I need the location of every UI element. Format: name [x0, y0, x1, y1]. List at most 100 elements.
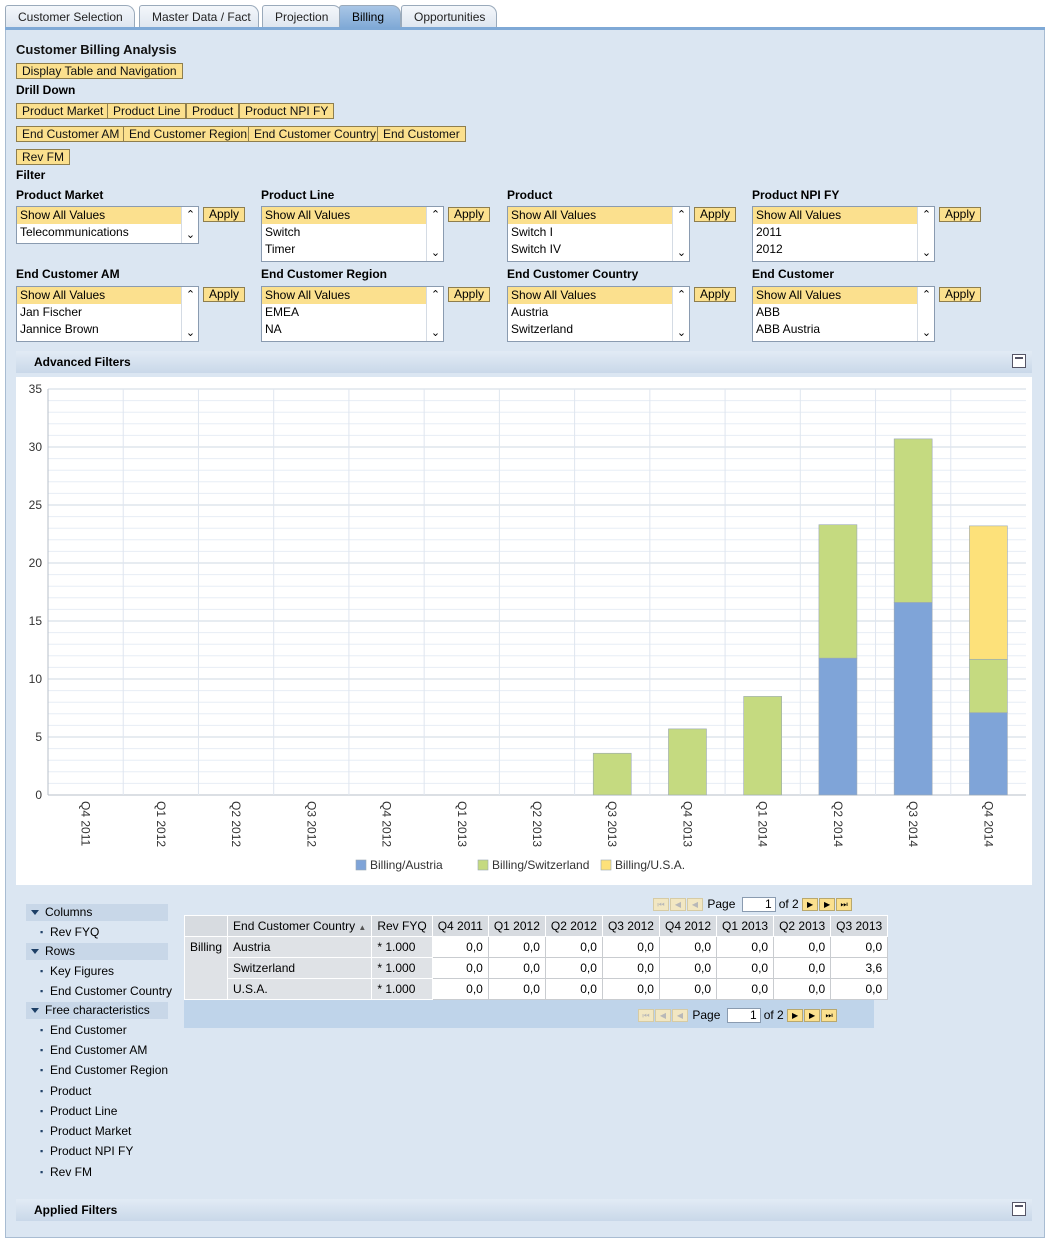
sort-icon[interactable]: ▲ — [358, 923, 367, 932]
chevron-up-icon[interactable]: ⌃ — [921, 289, 932, 301]
nav-item-rev-fm[interactable]: Rev FM — [40, 1164, 92, 1180]
nav-columns-header[interactable]: Columns — [26, 904, 168, 921]
nav-item-product-npi-fy[interactable]: Product NPI FY — [40, 1143, 133, 1159]
triangle-down-icon[interactable] — [31, 910, 39, 915]
nav-item-product-market[interactable]: Product Market — [40, 1123, 131, 1139]
list-option[interactable]: Telecommunications — [20, 225, 129, 239]
list-option[interactable]: Show All Values — [17, 207, 198, 224]
filter-end-customer-country-listbox[interactable]: Show All Values Austria Switzerland ⌃ ⌄ — [507, 286, 690, 342]
nav-item-end-customer-country[interactable]: End Customer Country — [40, 983, 172, 999]
nav-item-end-customer-region[interactable]: End Customer Region — [40, 1062, 168, 1078]
tab-customer-selection[interactable]: Customer Selection — [5, 5, 135, 28]
column-header[interactable]: End Customer Country ▲ — [227, 915, 373, 937]
nav-item-end-customer[interactable]: End Customer — [40, 1022, 127, 1038]
filter-product-npi-fy-listbox[interactable]: Show All Values 2011 2012 ⌃ ⌄ — [752, 206, 935, 262]
scrollbar[interactable]: ⌃ ⌄ — [672, 207, 689, 261]
first-page-icon[interactable]: ⏮ — [653, 898, 669, 912]
chevron-down-icon[interactable]: ⌄ — [185, 229, 196, 241]
maximize-icon[interactable] — [1012, 1202, 1026, 1216]
apply-button[interactable]: Apply — [203, 207, 246, 222]
chevron-down-icon[interactable]: ⌄ — [185, 327, 196, 339]
tab-billing[interactable]: Billing — [339, 5, 401, 28]
list-option[interactable]: EMEA — [265, 305, 300, 319]
last-page-icon[interactable]: ⏭ — [836, 898, 853, 912]
scrollbar[interactable]: ⌃ ⌄ — [672, 287, 689, 341]
display-table-button[interactable]: Display Table and Navigation — [16, 63, 183, 79]
list-option[interactable]: Jan Fischer — [20, 305, 83, 319]
filter-end-customer-region-listbox[interactable]: Show All Values EMEA NA ⌃ ⌄ — [261, 286, 444, 342]
drill-end-customer-am-button[interactable]: End Customer AM — [16, 126, 126, 142]
nav-item-product[interactable]: Product — [40, 1083, 91, 1099]
next-page-icon[interactable]: ▶ — [802, 898, 819, 912]
chevron-up-icon[interactable]: ⌃ — [676, 289, 687, 301]
next-block-icon[interactable]: ▶ — [804, 1009, 821, 1023]
country-cell[interactable]: Austria — [227, 936, 373, 958]
next-block-icon[interactable]: ▶ — [819, 898, 836, 912]
list-option[interactable]: Austria — [511, 305, 549, 319]
page-input[interactable]: 1 — [726, 1008, 761, 1024]
list-option[interactable]: Switzerland — [511, 322, 574, 336]
chevron-down-icon[interactable]: ⌄ — [676, 327, 687, 339]
apply-button[interactable]: Apply — [203, 287, 246, 302]
applied-filters-header[interactable]: Applied Filters — [16, 1199, 1032, 1221]
list-option[interactable]: Show All Values — [508, 287, 689, 304]
list-option[interactable]: Show All Values — [17, 287, 198, 304]
chevron-down-icon[interactable]: ⌄ — [430, 247, 441, 259]
list-option[interactable]: 2012 — [756, 242, 783, 256]
chevron-down-icon[interactable]: ⌄ — [921, 247, 932, 259]
list-option[interactable]: ABB Austria — [756, 322, 821, 336]
apply-button[interactable]: Apply — [939, 287, 982, 302]
prev-page-icon[interactable]: ◀ — [687, 898, 703, 912]
advanced-filters-header[interactable]: Advanced Filters — [16, 351, 1032, 373]
apply-button[interactable]: Apply — [694, 207, 737, 222]
apply-button[interactable]: Apply — [448, 287, 491, 302]
list-option[interactable]: Switch — [265, 225, 301, 239]
drill-product-npi-fy-button[interactable]: Product NPI FY — [239, 103, 335, 119]
drill-end-customer-country-button[interactable]: End Customer Country — [248, 126, 383, 142]
filter-end-customer-am-listbox[interactable]: Show All Values Jan Fischer Jannice Brow… — [16, 286, 199, 342]
chevron-up-icon[interactable]: ⌃ — [185, 209, 196, 221]
country-cell[interactable]: U.S.A. — [227, 978, 373, 1000]
list-option[interactable]: ABB — [756, 305, 781, 319]
list-option[interactable]: Switch I — [511, 225, 554, 239]
drill-product-button[interactable]: Product — [186, 103, 240, 119]
list-option[interactable]: Switch IV — [511, 242, 562, 256]
maximize-icon[interactable] — [1012, 354, 1026, 368]
filter-end-customer-listbox[interactable]: Show All Values ABB ABB Austria ⌃ ⌄ — [752, 286, 935, 342]
drill-end-customer-region-button[interactable]: End Customer Region — [123, 126, 254, 142]
scrollbar[interactable]: ⌃ ⌄ — [917, 207, 934, 261]
scrollbar[interactable]: ⌃ ⌄ — [181, 207, 198, 243]
scrollbar[interactable]: ⌃ ⌄ — [181, 287, 198, 341]
list-option[interactable]: Show All Values — [753, 287, 934, 304]
list-option[interactable]: Timer — [265, 242, 296, 256]
triangle-down-icon[interactable] — [31, 1008, 39, 1013]
nav-item-product-line[interactable]: Product Line — [40, 1103, 117, 1119]
tab-projection[interactable]: Projection — [262, 5, 342, 28]
list-option[interactable]: Show All Values — [262, 207, 443, 224]
drill-product-market-button[interactable]: Product Market — [16, 103, 110, 119]
apply-button[interactable]: Apply — [448, 207, 491, 222]
chevron-down-icon[interactable]: ⌄ — [430, 327, 441, 339]
list-option[interactable]: Jannice Brown — [20, 322, 99, 336]
scrollbar[interactable]: ⌃ ⌄ — [917, 287, 934, 341]
triangle-down-icon[interactable] — [31, 949, 39, 954]
tab-master-data-fact[interactable]: Master Data / Fact — [139, 5, 259, 28]
scrollbar[interactable]: ⌃ ⌄ — [426, 207, 443, 261]
prev-block-icon[interactable]: ◀ — [655, 1009, 671, 1023]
list-option[interactable]: NA — [265, 322, 282, 336]
prev-block-icon[interactable]: ◀ — [670, 898, 686, 912]
list-option[interactable]: Show All Values — [262, 287, 443, 304]
page-input[interactable]: 1 — [741, 897, 776, 913]
drill-rev-fm-button[interactable]: Rev FM — [16, 149, 70, 165]
filter-product-market-listbox[interactable]: Show All Values Telecommunications ⌃ ⌄ — [16, 206, 199, 244]
tab-opportunities[interactable]: Opportunities — [401, 5, 497, 28]
drill-end-customer-button[interactable]: End Customer — [377, 126, 466, 142]
chevron-up-icon[interactable]: ⌃ — [676, 209, 687, 221]
chevron-up-icon[interactable]: ⌃ — [185, 289, 196, 301]
filter-product-line-listbox[interactable]: Show All Values Switch Timer ⌃ ⌄ — [261, 206, 444, 262]
prev-page-icon[interactable]: ◀ — [672, 1009, 688, 1023]
column-header[interactable]: Rev FYQ — [371, 915, 433, 937]
nav-rows-header[interactable]: Rows — [26, 943, 168, 960]
drill-product-line-button[interactable]: Product Line — [107, 103, 187, 119]
chevron-down-icon[interactable]: ⌄ — [921, 327, 932, 339]
